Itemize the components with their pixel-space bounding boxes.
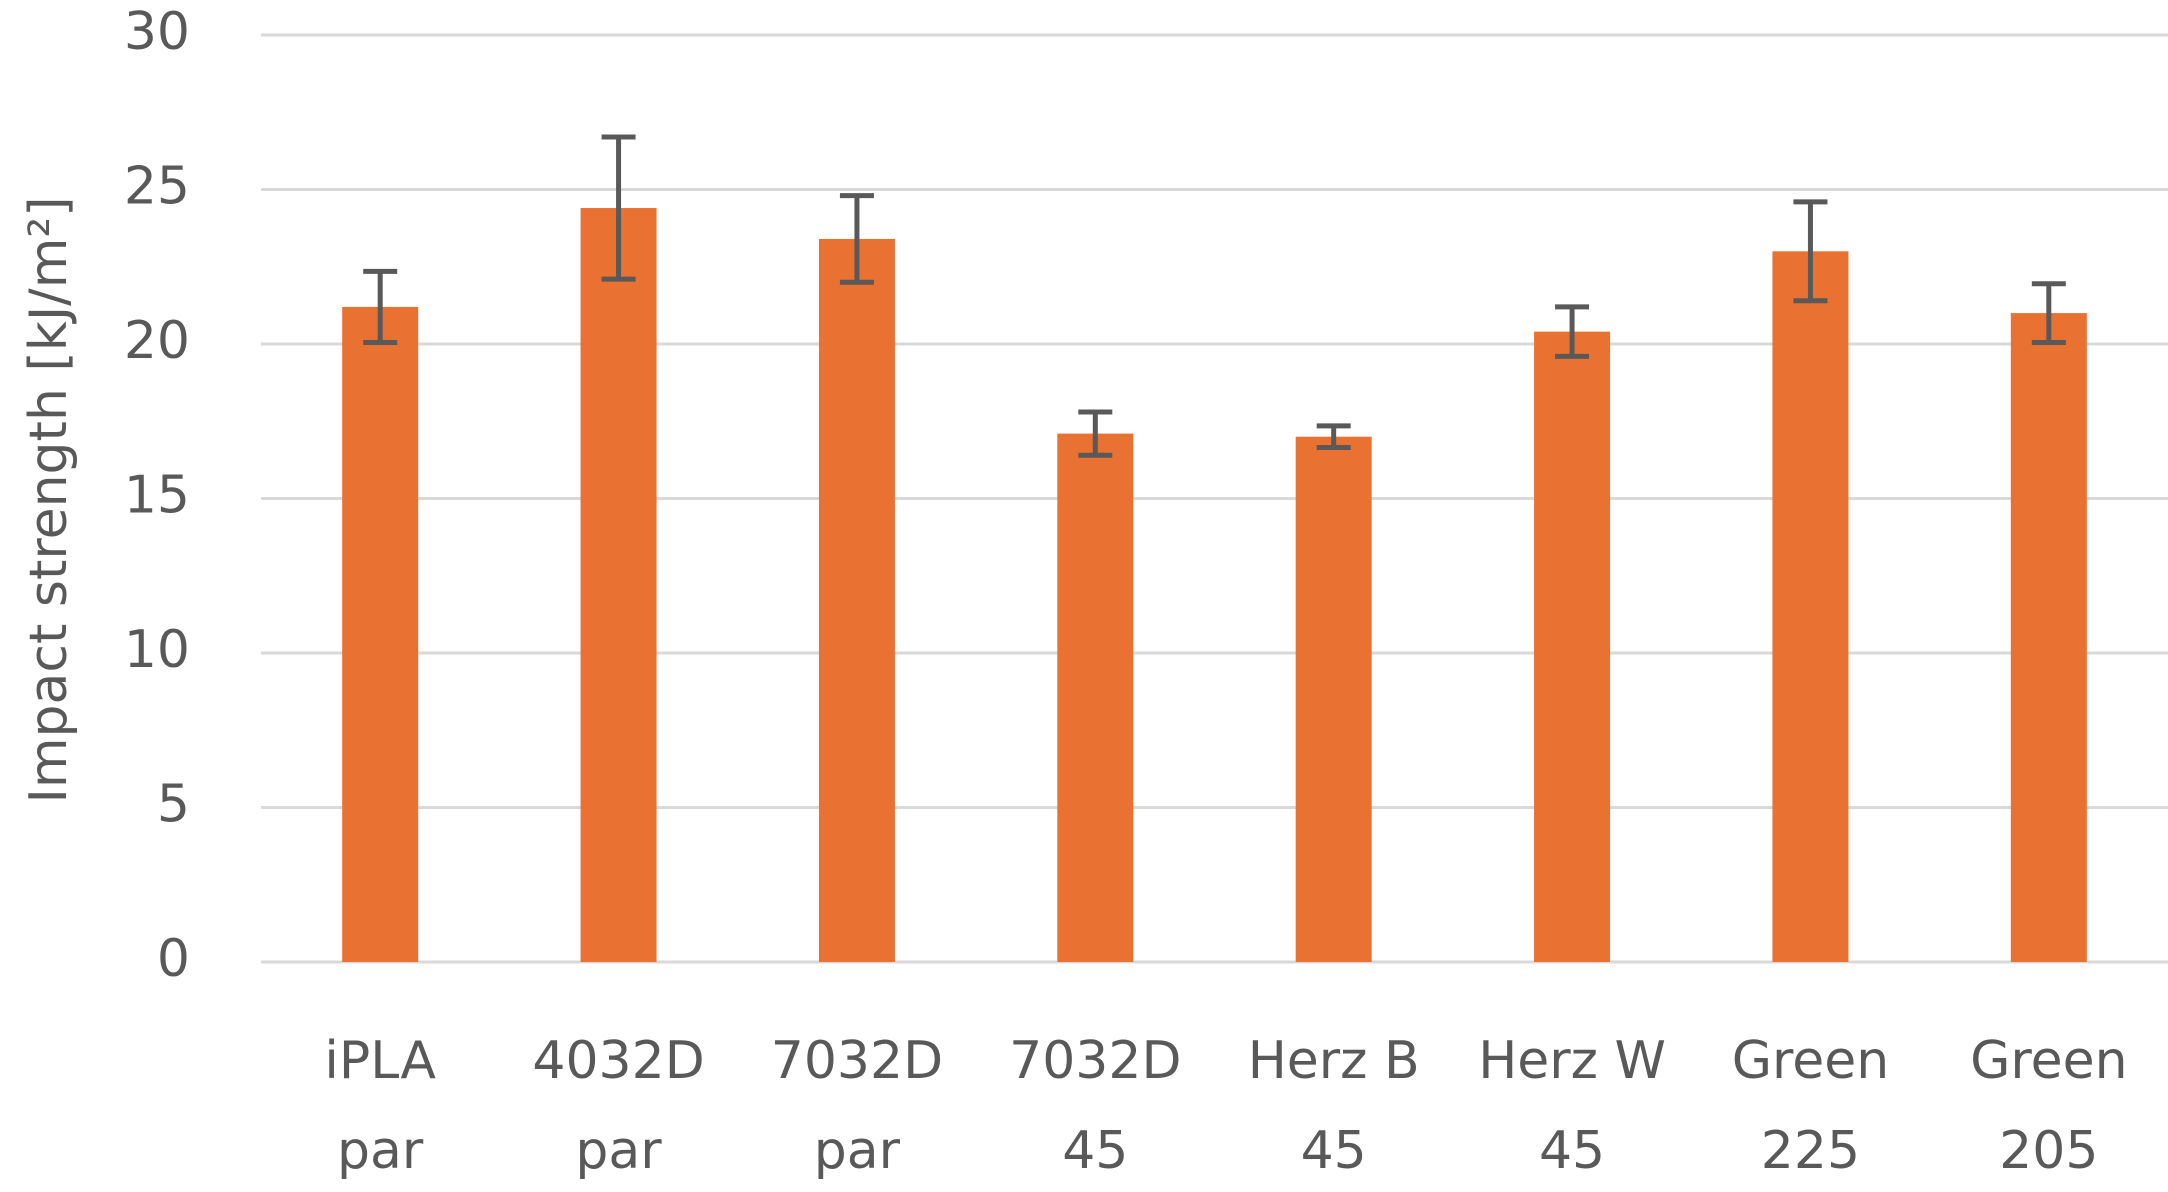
x-tick-label: Green [1732, 1031, 1889, 1091]
bar [1295, 436, 1372, 962]
x-tick-label: 225 [1761, 1121, 1860, 1181]
y-tick-label: 10 [124, 620, 190, 680]
error-bar [1316, 423, 1351, 451]
x-tick-label: 7032D [1009, 1031, 1181, 1091]
error-bar [1078, 409, 1113, 458]
error-bar [839, 193, 874, 285]
bar [2010, 313, 2087, 963]
y-tick-label: 15 [124, 466, 190, 526]
y-tick-label: 25 [124, 157, 190, 217]
x-tick-label: 205 [1999, 1121, 2098, 1181]
x-tick-label: 4032D [532, 1031, 704, 1091]
x-tick-label: Herz B [1248, 1031, 1420, 1091]
x-tick-label: 45 [1539, 1121, 1605, 1181]
error-bar [2031, 281, 2066, 345]
bar [818, 238, 895, 962]
y-tick-label: 0 [157, 929, 190, 989]
x-tick-label: Green [1970, 1031, 2127, 1091]
x-tick-label: par [575, 1121, 662, 1181]
x-tick-label: par [814, 1121, 901, 1181]
bar [1772, 251, 1849, 963]
x-tick-label: 45 [1062, 1121, 1128, 1181]
error-bar [1555, 304, 1590, 359]
y-axis-title: Impact strength [kJ/m²] [19, 197, 79, 804]
y-tick-label: 20 [124, 311, 190, 371]
bar [580, 208, 657, 963]
bar [1534, 331, 1611, 962]
x-tick-label: par [337, 1121, 424, 1181]
error-bar [601, 134, 636, 282]
bar [342, 306, 419, 962]
x-tick-label: 45 [1301, 1121, 1367, 1181]
y-tick-label: 30 [124, 2, 190, 62]
error-bar [1793, 199, 1828, 304]
x-tick-label: 7032D [771, 1031, 943, 1091]
error-bar [363, 268, 398, 345]
y-tick-label: 5 [157, 775, 190, 835]
bar [1057, 433, 1134, 962]
x-tick-label: iPLA [324, 1031, 436, 1091]
x-tick-label: Herz W [1478, 1031, 1666, 1091]
